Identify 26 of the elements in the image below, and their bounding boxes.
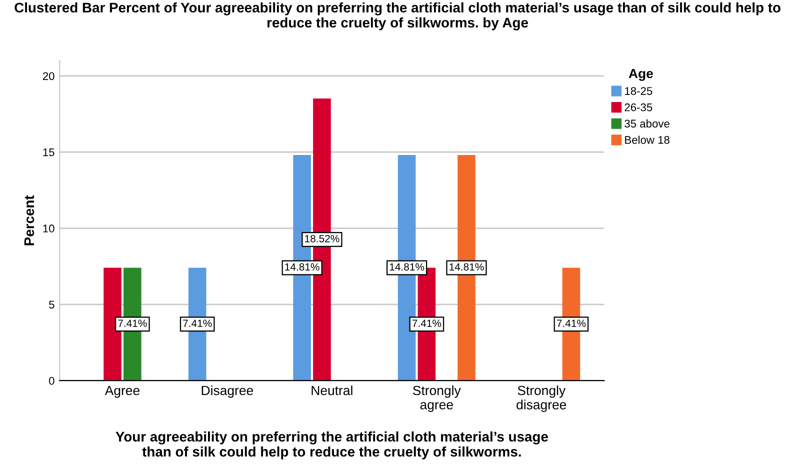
y-axis-title: Percent bbox=[24, 195, 34, 246]
x-tick-label: Strongly agree bbox=[413, 385, 461, 412]
legend-label: Below 18 bbox=[625, 136, 670, 144]
data-label: 7.41% bbox=[183, 320, 212, 327]
y-tick-label: 20 bbox=[42, 72, 54, 80]
x-axis-title: Your agreeability on preferring the artificial cloth material’s usage than of silk could help to reduce the cruelty of silkworms. bbox=[116, 431, 548, 460]
legend-label: 26-35 bbox=[624, 103, 652, 112]
legend-title: Age bbox=[628, 68, 653, 81]
data-label: 14.81% bbox=[450, 263, 484, 271]
legend-label: 35 above bbox=[624, 119, 670, 128]
data-label: 7.41% bbox=[412, 320, 442, 327]
x-tick-label: Neutral bbox=[312, 385, 352, 396]
y-tick-label: 10 bbox=[43, 224, 54, 232]
x-tick-label: Strongly disagree bbox=[516, 385, 566, 412]
data-label: 18.52% bbox=[305, 234, 340, 242]
x-tick-label: Agree bbox=[104, 386, 140, 398]
y-tick-label: 5 bbox=[49, 300, 54, 309]
y-tick-label: 15 bbox=[43, 148, 54, 156]
chart-title: Clustered Bar Percent of Your agreeability on preferring the artificial cloth material’s usage than of silk could help to reduce the cruelty of silkworms. by Age bbox=[14, 2, 780, 30]
data-label: 7.41% bbox=[556, 320, 586, 327]
data-label: 14.81% bbox=[390, 263, 424, 271]
data-label: 7.41% bbox=[118, 320, 147, 327]
y-tick-label: 0 bbox=[49, 376, 54, 385]
legend-label: 18-25 bbox=[625, 87, 652, 95]
x-tick-label: Disagree bbox=[202, 385, 254, 398]
data-label: 14.81% bbox=[285, 263, 320, 271]
